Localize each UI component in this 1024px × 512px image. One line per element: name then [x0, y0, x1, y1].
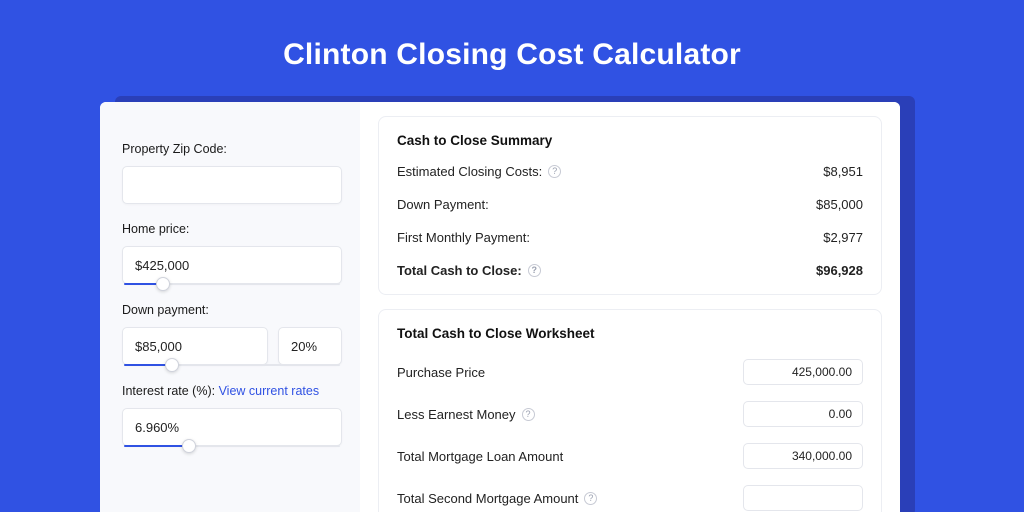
home-price-label: Home price:	[122, 222, 342, 236]
worksheet-row: Purchase Price	[397, 359, 863, 385]
summary-row: Down Payment: $85,000	[397, 197, 863, 212]
summary-row-value: $8,951	[823, 164, 863, 179]
interest-rate-input[interactable]	[122, 408, 342, 446]
summary-row-value: $2,977	[823, 230, 863, 245]
home-price-slider[interactable]	[122, 283, 342, 285]
worksheet-box: Total Cash to Close Worksheet Purchase P…	[378, 309, 882, 512]
mortgage-loan-input[interactable]	[743, 443, 863, 469]
summary-box: Cash to Close Summary Estimated Closing …	[378, 116, 882, 295]
results-panel: Cash to Close Summary Estimated Closing …	[360, 102, 900, 512]
down-payment-amount-input[interactable]	[122, 327, 268, 365]
earnest-money-input[interactable]	[743, 401, 863, 427]
worksheet-row: Total Second Mortgage Amount ?	[397, 485, 863, 511]
interest-rate-label-text: Interest rate (%):	[122, 384, 219, 398]
interest-rate-label: Interest rate (%): View current rates	[122, 384, 342, 398]
calculator-card: Property Zip Code: Home price: Down paym…	[100, 102, 900, 512]
summary-row-value: $96,928	[816, 263, 863, 278]
page-title: Clinton Closing Cost Calculator	[0, 0, 1024, 72]
interest-rate-field: Interest rate (%): View current rates	[122, 384, 342, 447]
summary-row: First Monthly Payment: $2,977	[397, 230, 863, 245]
inputs-panel: Property Zip Code: Home price: Down paym…	[100, 102, 360, 512]
summary-row-value: $85,000	[816, 197, 863, 212]
summary-row-total: Total Cash to Close: ? $96,928	[397, 263, 863, 278]
home-price-field: Home price:	[122, 222, 342, 285]
second-mortgage-input[interactable]	[743, 485, 863, 511]
worksheet-row: Less Earnest Money ?	[397, 401, 863, 427]
summary-row-label: Down Payment:	[397, 197, 489, 212]
worksheet-row-label: Total Second Mortgage Amount	[397, 491, 578, 506]
page-background: Clinton Closing Cost Calculator Property…	[0, 0, 1024, 512]
summary-title: Cash to Close Summary	[397, 133, 863, 148]
summary-row-label: Estimated Closing Costs:	[397, 164, 542, 179]
down-payment-field: Down payment:	[122, 303, 342, 366]
zip-label: Property Zip Code:	[122, 142, 342, 156]
help-icon[interactable]: ?	[584, 492, 597, 505]
zip-field: Property Zip Code:	[122, 142, 342, 204]
zip-input[interactable]	[122, 166, 342, 204]
summary-row-label: First Monthly Payment:	[397, 230, 530, 245]
worksheet-row-label: Total Mortgage Loan Amount	[397, 449, 563, 464]
worksheet-row-label: Less Earnest Money	[397, 407, 516, 422]
worksheet-title: Total Cash to Close Worksheet	[397, 326, 863, 341]
help-icon[interactable]: ?	[522, 408, 535, 421]
worksheet-row: Total Mortgage Loan Amount	[397, 443, 863, 469]
down-payment-label: Down payment:	[122, 303, 342, 317]
summary-row: Estimated Closing Costs: ? $8,951	[397, 164, 863, 179]
help-icon[interactable]: ?	[548, 165, 561, 178]
home-price-input[interactable]	[122, 246, 342, 284]
down-payment-percent-input[interactable]	[278, 327, 342, 365]
view-rates-link[interactable]: View current rates	[219, 384, 320, 398]
worksheet-row-label: Purchase Price	[397, 365, 485, 380]
down-payment-slider[interactable]	[122, 364, 342, 366]
summary-row-label: Total Cash to Close:	[397, 263, 522, 278]
help-icon[interactable]: ?	[528, 264, 541, 277]
interest-rate-slider[interactable]	[122, 445, 342, 447]
purchase-price-input[interactable]	[743, 359, 863, 385]
